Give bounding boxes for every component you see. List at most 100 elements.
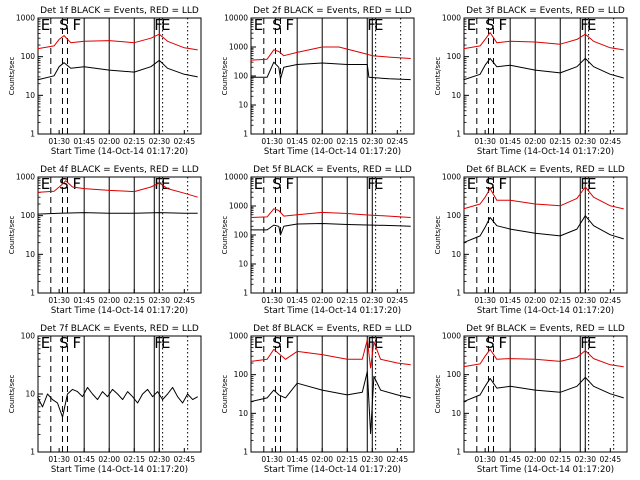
y-tick-label: 10: [25, 250, 35, 259]
series-line-2: [250, 371, 411, 435]
x-tick-label: 01:45: [499, 455, 521, 464]
y-tick-label: 1: [30, 130, 35, 139]
y-tick-label: 100: [21, 211, 36, 220]
phase-marker-label: F: [498, 334, 507, 352]
x-tick-label: 02:00: [98, 455, 120, 464]
x-tick-label: 01:30: [474, 296, 496, 305]
panel-title: Det 7f BLACK = Events, RED = LLD: [40, 324, 199, 334]
phase-marker-label: S: [59, 334, 69, 352]
panel-det-1: Det 1f BLACK = Events, RED = LLD 1 10 100 10…: [8, 6, 202, 157]
y-tick-label: 10: [25, 91, 35, 100]
plot-frame: [250, 17, 415, 135]
phase-marker-label: E: [587, 175, 596, 193]
x-tick-label: 02:45: [173, 296, 195, 305]
y-tick-label: 100: [447, 211, 462, 220]
plot-frame: [463, 176, 628, 294]
phase-marker-label: F: [498, 175, 507, 193]
series-line-1: [250, 208, 411, 218]
phase-marker-label: F: [580, 334, 589, 352]
x-tick-label: 02:15: [549, 455, 571, 464]
phase-marker-label: F: [285, 334, 294, 352]
x-tick-label: 01:45: [286, 455, 308, 464]
x-axis-label: Start Time (14-Oct-14 01:17:20): [264, 306, 401, 316]
series-line-1: [463, 186, 624, 210]
x-tick-label: 02:45: [599, 296, 621, 305]
phase-marker-label: F: [72, 16, 81, 34]
series-line-2: [463, 57, 624, 81]
y-tick-label: 100: [447, 52, 462, 61]
y-tick-label: 1: [243, 130, 248, 139]
y-axis-label: Counts/sec: [221, 375, 229, 414]
x-axis-label: Start Time (14-Oct-14 01:17:20): [51, 306, 188, 316]
y-axis-label: Counts/sec: [434, 57, 442, 96]
y-tick-label: 1000: [442, 14, 461, 23]
phase-marker-label: F: [285, 175, 294, 193]
phase-marker-label: F: [367, 16, 376, 34]
phase-marker-label: F: [367, 334, 376, 352]
panel-det-2: Det 2f BLACK = Events, RED = LLD 1 10 100 10…: [221, 6, 415, 157]
plot-frame: [463, 335, 628, 453]
series-line-2: [250, 61, 411, 81]
x-axis-label: Start Time (14-Oct-14 01:17:20): [51, 465, 188, 475]
phase-marker-label: S: [59, 175, 69, 193]
series-line-2: [250, 223, 411, 236]
phase-marker-label: E: [254, 334, 263, 352]
y-tick-label: 10: [238, 101, 248, 110]
x-tick-label: 02:30: [361, 137, 383, 146]
x-tick-label: 02:30: [148, 137, 170, 146]
series-line-2: [463, 376, 624, 403]
plot-frame: [250, 335, 415, 453]
plot-frame: [37, 176, 202, 294]
x-tick-label: 02:45: [386, 137, 408, 146]
panel-det-4: Det 4f BLACK = Events, RED = LLD 1 10 100 10…: [8, 165, 202, 316]
x-tick-label: 01:45: [499, 296, 521, 305]
y-tick-label: 1: [456, 448, 461, 457]
y-tick-label: 100: [234, 72, 249, 81]
phase-marker-label: S: [272, 175, 282, 193]
x-tick-label: 02:45: [386, 296, 408, 305]
y-tick-label: 100: [21, 332, 36, 341]
plot-frame: [250, 176, 415, 294]
x-tick-label: 01:30: [48, 455, 70, 464]
x-axis-label: Start Time (14-Oct-14 01:17:20): [477, 147, 614, 157]
y-tick-label: 100: [447, 370, 462, 379]
phase-marker-label: E: [254, 16, 263, 34]
y-tick-label: 1000: [16, 14, 35, 23]
y-tick-label: 10: [238, 260, 248, 269]
x-tick-label: 02:00: [311, 137, 333, 146]
panel-title: Det 6f BLACK = Events, RED = LLD: [466, 165, 625, 175]
y-axis-label: Counts/sec: [8, 216, 16, 255]
x-tick-label: 01:30: [474, 455, 496, 464]
panel-title: Det 3f BLACK = Events, RED = LLD: [466, 6, 625, 16]
x-tick-label: 02:30: [148, 296, 170, 305]
phase-marker-label: E: [41, 175, 50, 193]
y-tick-label: 1: [30, 448, 35, 457]
y-axis-label: Counts/sec: [221, 216, 229, 255]
y-tick-label: 1000: [229, 202, 248, 211]
x-tick-label: 02:15: [336, 455, 358, 464]
phase-marker-label: F: [72, 334, 81, 352]
x-tick-label: 02:00: [98, 296, 120, 305]
x-tick-label: 01:30: [261, 455, 283, 464]
phase-marker-label: F: [367, 175, 376, 193]
phase-marker-label: F: [580, 175, 589, 193]
x-tick-label: 01:30: [261, 137, 283, 146]
phase-marker-label: F: [498, 16, 507, 34]
panel-title: Det 1f BLACK = Events, RED = LLD: [40, 6, 199, 16]
phase-marker-label: E: [161, 175, 170, 193]
x-tick-label: 01:45: [73, 455, 95, 464]
phase-marker-label: S: [272, 334, 282, 352]
x-axis-label: Start Time (14-Oct-14 01:17:20): [477, 465, 614, 475]
series-line-1: [463, 348, 624, 368]
series-line-1: [37, 180, 198, 198]
phase-marker-label: F: [154, 16, 163, 34]
x-tick-label: 02:00: [524, 137, 546, 146]
y-tick-label: 10000: [224, 173, 248, 182]
panel-title: Det 5f BLACK = Events, RED = LLD: [253, 165, 412, 175]
y-tick-label: 1: [30, 289, 35, 298]
x-tick-label: 01:45: [499, 137, 521, 146]
y-axis-label: Counts/sec: [434, 375, 442, 414]
x-tick-label: 02:30: [574, 296, 596, 305]
x-tick-label: 02:00: [524, 455, 546, 464]
y-tick-label: 1: [456, 289, 461, 298]
